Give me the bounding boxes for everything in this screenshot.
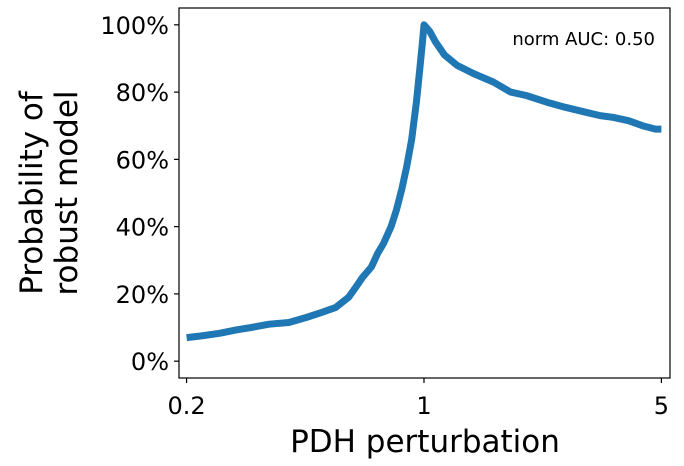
y-axis-label-line-1: Probability of xyxy=(14,90,50,295)
x-axis-label: PDH perturbation xyxy=(290,424,560,460)
x-tick-label: 1 xyxy=(416,392,431,420)
y-axis-label-line-2: robust model xyxy=(49,90,85,295)
y-tick-label: 0% xyxy=(131,348,169,376)
y-tick-label: 40% xyxy=(116,214,169,242)
y-tick-label: 20% xyxy=(116,281,169,309)
plot-frame xyxy=(178,7,671,379)
y-tick-label: 80% xyxy=(116,79,169,107)
y-tick-label: 100% xyxy=(100,12,169,40)
annotation-auc: norm AUC: 0.50 xyxy=(512,29,655,50)
y-axis-ticks: 0% 20% 40% 60% 80% 100% xyxy=(100,12,179,376)
x-tick-label: 5 xyxy=(654,392,669,420)
series-layer xyxy=(186,21,662,342)
y-tick-label: 60% xyxy=(116,146,169,174)
series-line-0 xyxy=(186,21,662,342)
x-axis-ticks: 0.2 1 5 xyxy=(167,378,669,420)
x-tick-label: 0.2 xyxy=(167,392,205,420)
